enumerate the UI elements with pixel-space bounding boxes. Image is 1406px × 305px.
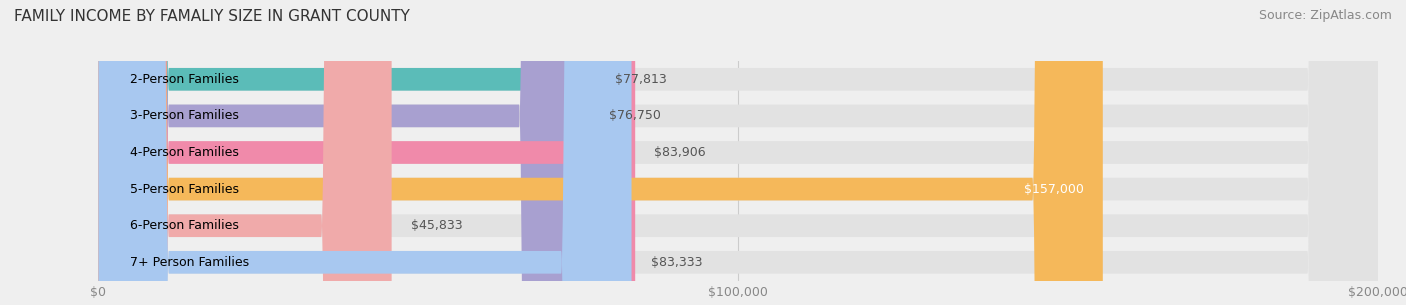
Text: 6-Person Families: 6-Person Families	[131, 219, 239, 232]
FancyBboxPatch shape	[98, 0, 1378, 305]
FancyBboxPatch shape	[98, 0, 1378, 305]
Text: 2-Person Families: 2-Person Families	[131, 73, 239, 86]
Text: 5-Person Families: 5-Person Families	[131, 183, 239, 196]
Text: FAMILY INCOME BY FAMALIY SIZE IN GRANT COUNTY: FAMILY INCOME BY FAMALIY SIZE IN GRANT C…	[14, 9, 411, 24]
Text: 7+ Person Families: 7+ Person Families	[131, 256, 249, 269]
FancyBboxPatch shape	[98, 0, 596, 305]
Text: Source: ZipAtlas.com: Source: ZipAtlas.com	[1258, 9, 1392, 22]
FancyBboxPatch shape	[98, 0, 636, 305]
FancyBboxPatch shape	[98, 0, 392, 305]
Text: $83,906: $83,906	[654, 146, 706, 159]
Text: $76,750: $76,750	[609, 109, 661, 122]
FancyBboxPatch shape	[98, 0, 1378, 305]
FancyBboxPatch shape	[98, 0, 631, 305]
Text: 3-Person Families: 3-Person Families	[131, 109, 239, 122]
FancyBboxPatch shape	[98, 0, 1378, 305]
Text: 4-Person Families: 4-Person Families	[131, 146, 239, 159]
FancyBboxPatch shape	[98, 0, 1378, 305]
Text: $45,833: $45,833	[411, 219, 463, 232]
FancyBboxPatch shape	[98, 0, 1378, 305]
Text: $77,813: $77,813	[616, 73, 668, 86]
Text: $83,333: $83,333	[651, 256, 702, 269]
Text: $157,000: $157,000	[1024, 183, 1084, 196]
FancyBboxPatch shape	[98, 0, 589, 305]
FancyBboxPatch shape	[98, 0, 1102, 305]
